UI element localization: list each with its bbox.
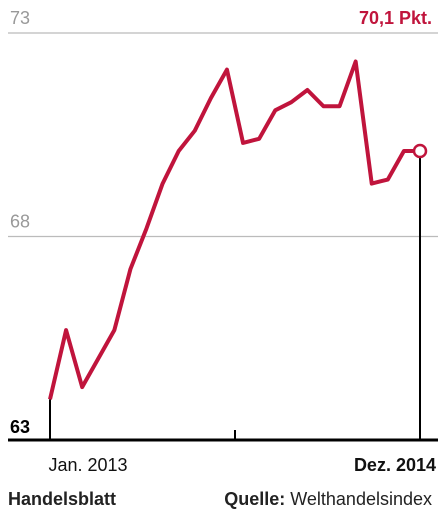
last-point [412,143,428,159]
y-tick-label: 73 [10,8,30,28]
source-name: Welthandelsindex [290,489,432,509]
source: Quelle: Welthandelsindex [224,489,432,509]
x-tick-label: Jan. 2013 [48,455,127,475]
series-line [48,59,420,400]
x-tick-label: Dez. 2014 [354,455,436,475]
value-label: 70,1 Pkt. [359,8,432,28]
brand: Handelsblatt [8,489,116,509]
y-tick-label: 68 [10,211,30,231]
y-tick-label: 63 [10,417,30,437]
source-label: Quelle: [224,489,285,509]
